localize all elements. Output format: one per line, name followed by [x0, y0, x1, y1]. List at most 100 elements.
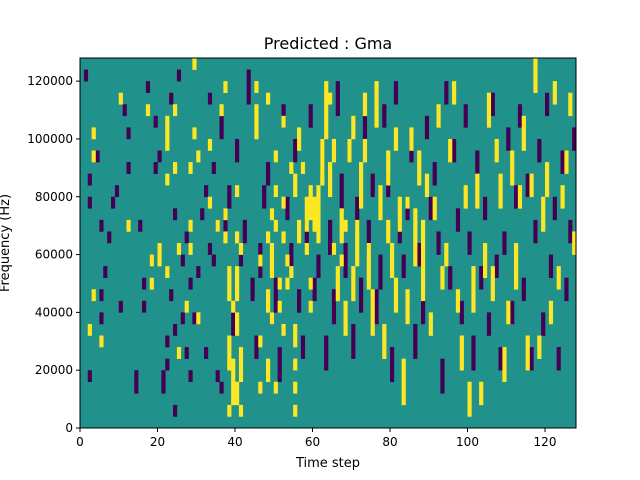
heatmap-cell-high	[568, 92, 573, 105]
heatmap-cell-low	[258, 266, 263, 278]
heatmap-cell-high	[432, 196, 437, 209]
heatmap-cell-high	[173, 162, 178, 174]
heatmap-cell-high	[486, 92, 492, 105]
chart-title: Predicted : Gma	[264, 34, 392, 53]
heatmap-cell-high	[258, 381, 263, 394]
heatmap-cell-low	[529, 347, 534, 359]
heatmap-cell-low	[169, 289, 174, 302]
heatmap-cell-high	[293, 323, 298, 336]
heatmap-cell-low	[355, 196, 360, 209]
heatmap-cell-high	[552, 92, 557, 105]
heatmap-cell-low	[180, 312, 185, 325]
heatmap-cell-high	[324, 127, 329, 140]
heatmap-cell-high	[331, 138, 337, 151]
heatmap-cell-high	[91, 127, 96, 140]
heatmap-cell-high	[227, 347, 232, 359]
heatmap-cell-low	[266, 162, 271, 174]
heatmap-cell-low	[510, 312, 515, 325]
heatmap-cell-high	[362, 92, 368, 105]
heatmap-cell-high	[440, 266, 445, 278]
heatmap-cell-high	[269, 312, 275, 325]
heatmap-cell-high	[176, 243, 182, 255]
heatmap-cell-high	[235, 289, 240, 302]
heatmap-cell-high	[421, 254, 426, 267]
heatmap-cell-low	[471, 335, 476, 348]
heatmap-cell-low	[316, 254, 321, 267]
heatmap-cell-high	[452, 81, 457, 93]
heatmap-cell-high	[308, 196, 313, 209]
heatmap-cell-high	[393, 277, 399, 290]
heatmap-cells	[83, 58, 577, 417]
heatmap-cell-high	[343, 323, 348, 336]
heatmap-cell-high	[324, 81, 329, 93]
heatmap-cell-high	[351, 115, 356, 128]
heatmap-cell-low	[525, 173, 530, 186]
heatmap-cell-high	[471, 277, 476, 290]
heatmap-cell-low	[331, 289, 337, 302]
heatmap-cell-low	[359, 300, 364, 313]
heatmap-cell-low	[355, 208, 360, 221]
heatmap-cell-high	[184, 300, 189, 313]
heatmap-cell-low	[273, 289, 278, 302]
heatmap-cell-high	[545, 162, 550, 174]
heatmap-cell-high	[374, 115, 379, 128]
heatmap-cell-high	[281, 196, 286, 209]
heatmap-cell-low	[114, 185, 120, 198]
heatmap-cell-high	[281, 115, 286, 128]
heatmap-cell-low	[533, 231, 538, 244]
heatmap-cell-low	[277, 358, 282, 371]
heatmap-cell-high	[254, 115, 259, 128]
heatmap-cell-high	[235, 266, 240, 278]
heatmap-cell-low	[494, 254, 499, 267]
heatmap-cell-high	[378, 208, 383, 221]
heatmap-cell-low	[490, 92, 495, 105]
heatmap-cell-low	[300, 347, 306, 359]
heatmap-cell-high	[355, 231, 360, 244]
heatmap-cell-low	[339, 173, 344, 186]
heatmap-cell-low	[328, 243, 333, 255]
heatmap-cell-high	[378, 185, 383, 198]
heatmap-cell-high	[560, 196, 565, 209]
heatmap-cell-high	[293, 358, 298, 371]
heatmap-cell-low	[502, 243, 507, 255]
heatmap-cell-high	[506, 300, 511, 313]
heatmap-cell-low	[246, 69, 251, 82]
heatmap-cell-low	[254, 335, 259, 348]
heatmap-cell-low	[277, 347, 282, 359]
heatmap-cell-low	[235, 138, 240, 151]
heatmap-cell-high	[297, 219, 302, 232]
heatmap-cell-low	[455, 219, 461, 232]
heatmap-cell-low	[537, 138, 542, 151]
heatmap-cell-low	[254, 347, 259, 359]
heatmap-cell-high	[192, 58, 197, 70]
heatmap-cell-low	[401, 254, 406, 267]
heatmap-cell-high	[273, 185, 278, 198]
heatmap-cell-low	[517, 115, 523, 128]
heatmap-cell-high	[165, 266, 170, 278]
heatmap-cell-high	[525, 347, 530, 359]
heatmap-cell-low	[285, 196, 290, 209]
plot-frame	[79, 57, 577, 429]
heatmap-cell-low	[506, 138, 511, 151]
heatmap-cell-high	[370, 289, 375, 302]
heatmap-cell-low	[475, 150, 480, 163]
heatmap-cell-low	[428, 208, 433, 221]
heatmap-cell-high	[297, 138, 302, 151]
heatmap-cell-high	[479, 393, 484, 406]
heatmap-cell-high	[266, 300, 271, 313]
heatmap-cell-low	[250, 289, 255, 302]
heatmap-cell-low	[444, 81, 449, 93]
heatmap-cell-high	[351, 127, 356, 140]
heatmap-cell-high	[401, 370, 406, 383]
heatmap-cell-high	[471, 289, 476, 302]
heatmap-cell-high	[424, 185, 430, 198]
heatmap-cell-low	[428, 196, 433, 209]
heatmap-cell-high	[188, 243, 193, 255]
heatmap-cell-low	[343, 266, 348, 278]
heatmap-cell-low	[378, 277, 383, 290]
heatmap-cell-high	[405, 289, 410, 302]
heatmap-cell-high	[514, 277, 519, 290]
heatmap-cell-low	[161, 381, 166, 394]
heatmap-cell-high	[87, 323, 92, 336]
heatmap-cell-high	[393, 138, 399, 151]
